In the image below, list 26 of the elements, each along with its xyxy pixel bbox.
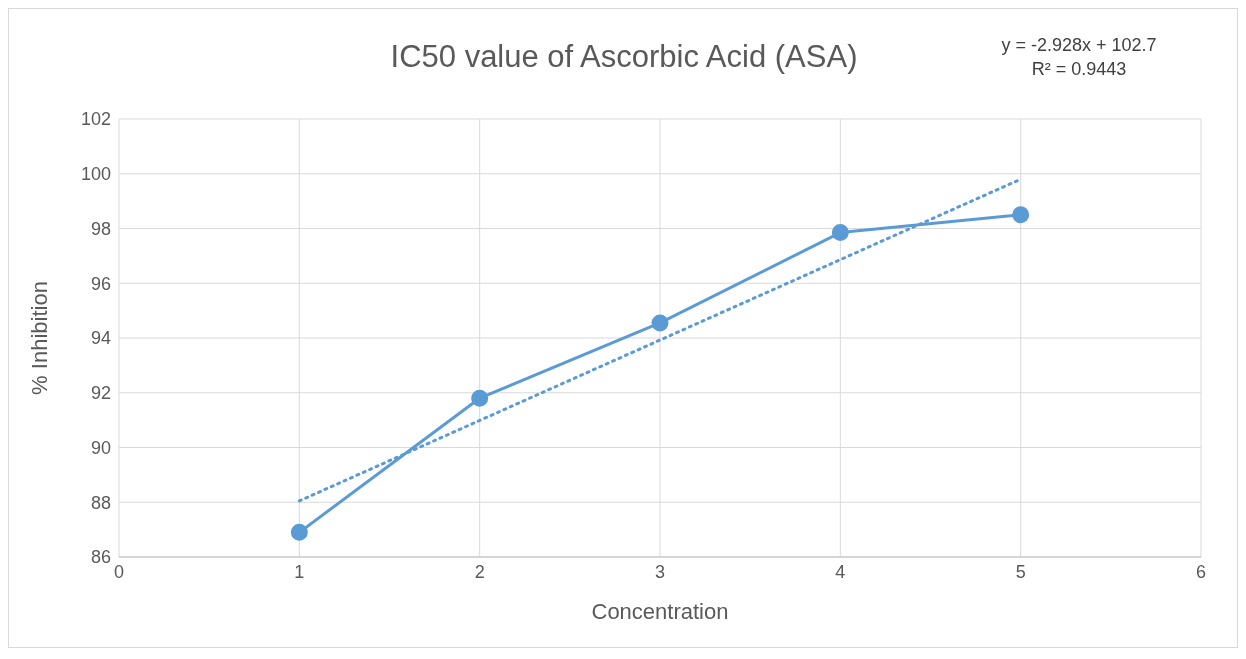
point — [831, 224, 849, 242]
chart-title: IC50 value of Ascorbic Acid (ASA) — [390, 39, 858, 74]
point — [1012, 206, 1030, 224]
x-tick-label: 4 — [835, 561, 846, 582]
point — [290, 523, 308, 541]
y-tick-label: 100 — [80, 164, 111, 185]
y-tick-label: 94 — [90, 328, 111, 349]
x-tick-label: 5 — [1015, 561, 1026, 582]
y-tick-label: 102 — [80, 109, 111, 130]
y-tick-label: 86 — [90, 547, 111, 568]
text: R² = 0.9443 — [1030, 58, 1128, 81]
y-tick-label: 90 — [90, 437, 111, 458]
x-tick-label: 2 — [474, 561, 485, 582]
x-tick-label: 3 — [654, 561, 666, 582]
x-tick-label: 0 — [113, 561, 125, 582]
y-tick-label: 88 — [90, 492, 111, 513]
x-axis-title: Concentration — [591, 599, 729, 624]
y-axis-title: % Inhibition — [26, 281, 52, 395]
point — [471, 389, 489, 407]
x-tick-label: 6 — [1195, 561, 1207, 582]
y-tick-label: 98 — [90, 218, 111, 239]
text: y = -2.928x + 102.7 — [1000, 34, 1158, 57]
y-tick-label: 96 — [90, 273, 111, 294]
point — [651, 314, 669, 332]
x-tick-label: 1 — [294, 561, 305, 582]
y-tick-label: 92 — [90, 383, 111, 404]
